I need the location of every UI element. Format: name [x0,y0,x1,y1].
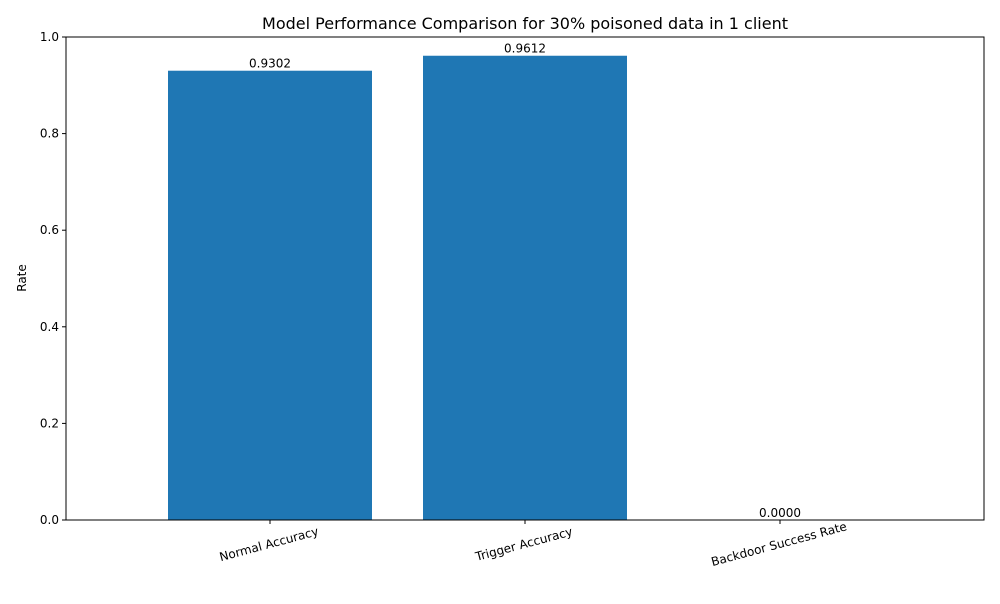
data-label: 0.9302 [249,57,291,71]
y-tick-label: 1.0 [40,30,59,44]
y-tick-label: 0.6 [40,223,59,237]
y-axis-ticks: 0.0 0.2 0.4 0.6 0.8 1.0 [40,30,66,527]
bars-layer [168,55,627,521]
bar-trigger-accuracy [423,55,627,521]
x-tick-label: Normal Accuracy [218,524,320,564]
y-tick-label: 0.4 [40,320,59,334]
y-tick-label: 0.8 [40,127,59,141]
y-tick-label: 0.2 [40,416,59,430]
y-axis-label: Rate [15,264,29,292]
data-label: 0.0000 [759,506,801,520]
y-tick-label: 0.0 [40,513,59,527]
x-tick-label: Backdoor Success Rate [710,519,849,569]
data-label: 0.9612 [504,42,546,56]
plot-area-frame [65,36,985,521]
bar-normal-accuracy [168,70,372,520]
data-labels-layer: 0.9302 0.9612 0.0000 [249,42,801,520]
chart-title: Model Performance Comparison for 30% poi… [262,14,788,33]
x-tick-label: Trigger Accuracy [473,524,574,564]
x-axis-ticks: Normal Accuracy Trigger Accuracy Backdoor … [218,519,848,569]
